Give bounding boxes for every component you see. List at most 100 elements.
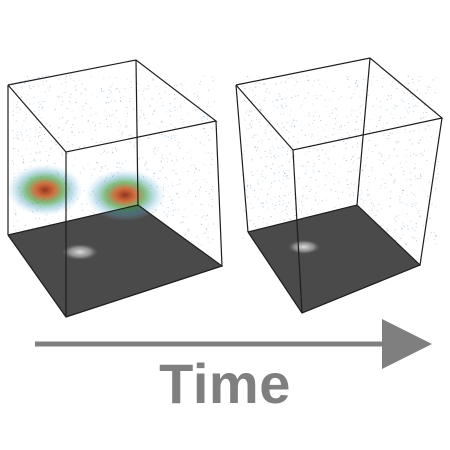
speckle-dot [267,193,269,195]
speckle-dot [261,116,263,118]
speckle-dot [125,125,127,126]
speckle-dot [411,130,413,132]
speckle-dot [376,144,378,146]
speckle-dot [161,121,163,123]
speckle-dot [397,82,399,84]
speckle-dot [247,145,249,147]
speckle-dot [286,145,288,147]
speckle-dot [213,113,215,115]
speckle-dot [205,191,207,193]
speckle-dot [410,221,412,223]
speckle-dot [253,223,255,225]
speckle-dot [69,101,71,102]
speckle-dot [401,98,403,100]
speckle-dot [20,96,22,98]
speckle-dot [13,163,14,165]
speckle-dot [38,101,40,103]
speckle-dot [316,149,318,151]
speckle-dot [151,98,153,100]
speckle-dot [397,141,399,143]
speckle-dot [288,170,290,172]
speckle-dot [212,186,213,188]
speckle-dot [188,112,190,114]
speckle-dot [332,91,334,92]
speckle-dot [291,156,293,158]
speckle-dot [343,157,345,159]
speckle-dot [361,193,363,195]
speckle-dot [252,175,254,177]
speckle-dot [286,176,288,178]
speckle-dot [259,125,261,126]
speckle-dot [191,135,193,137]
speckle-dot [245,189,247,190]
speckle-dot [414,175,416,177]
speckle-dot [119,167,121,169]
speckle-dot [356,116,358,118]
speckle-dot [85,103,87,105]
speckle-dot [15,213,17,215]
speckle-dot [246,186,248,188]
speckle-dot [116,139,118,141]
speckle-dot [284,172,285,174]
speckle-dot [43,134,45,135]
speckle-dot [188,230,190,232]
speckle-dot [379,159,381,161]
speckle-dot [255,134,257,135]
speckle-dot [251,160,252,162]
speckle-dot [358,108,360,110]
speckle-dot [162,105,164,107]
speckle-dot [325,175,327,177]
speckle-dot [285,177,287,179]
speckle-dot [254,196,256,198]
speckle-dot [211,189,213,190]
speckle-dot [203,116,205,118]
speckle-dot [325,178,327,180]
speckle-dot [287,178,289,180]
speckle-dot [92,212,94,213]
speckle-dot [164,91,166,93]
speckle-dot [401,228,403,230]
speckle-dot [267,207,269,209]
speckle-dot [393,182,395,184]
speckle-dot [61,148,63,150]
speckle-dot [283,203,285,205]
speckle-dot [208,139,210,141]
speckle-dot [347,184,349,185]
speckle-dot [400,117,402,119]
speckle-dot [248,114,250,116]
speckle-dot [248,127,250,129]
speckle-dot [401,192,403,194]
speckle-dot [197,108,198,110]
speckle-dot [290,145,291,147]
speckle-dot [166,145,168,147]
speckle-dot [186,90,188,92]
speckle-dot [287,150,288,152]
speckle-dot [62,101,64,102]
speckle-dot [90,76,92,78]
speckle-dot [425,112,427,113]
speckle-dot [204,232,206,234]
speckle-dot [351,159,352,160]
speckle-dot [412,82,414,83]
speckle-dot [284,219,286,221]
speckle-dot [178,196,180,198]
speckle-dot [293,154,295,156]
speckle-dot [250,187,252,189]
speckle-dot [143,98,145,100]
speckle-dot [362,166,364,168]
speckle-dot [313,135,315,137]
fluorescence-blobs [7,164,165,221]
speckle-dot [292,122,294,124]
speckle-dot [349,136,350,138]
speckle-dot [14,213,16,214]
speckle-dot [147,137,149,139]
speckle-dot [251,120,253,122]
speckle-dot [186,152,188,154]
speckle-dot [313,172,315,174]
speckle-dot [249,87,251,89]
speckle-dot [115,117,117,119]
speckle-dot [70,93,72,95]
speckle-dot [290,150,292,152]
speckle-dot [380,153,382,155]
speckle-dot [209,139,211,141]
